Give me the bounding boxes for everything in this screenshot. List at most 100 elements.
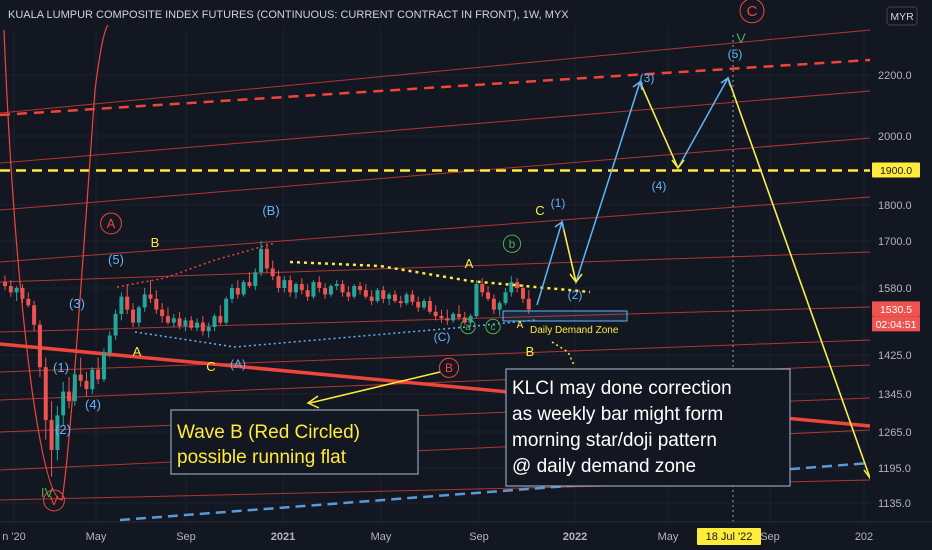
- channel-line-1: [0, 90, 871, 164]
- time-tick-3: 2021: [271, 531, 295, 543]
- candle-body-83: [486, 292, 491, 299]
- candle-body-17: [101, 352, 106, 380]
- arrow-head-up-0: [554, 220, 565, 231]
- candle-body-69: [404, 294, 409, 304]
- time-tick-7: May: [658, 531, 679, 543]
- price-tick-0: 1135.0: [878, 498, 911, 510]
- wave-label-11: (2): [55, 422, 71, 437]
- candle-body-56: [328, 286, 333, 295]
- candle-body-6: [37, 324, 42, 368]
- candle-body-88: [515, 282, 520, 288]
- candle-body-74: [433, 311, 438, 317]
- wave-label-1: V: [736, 30, 746, 46]
- candle-body-12: [72, 374, 77, 402]
- price-badge-bg-1: [872, 301, 920, 317]
- time-tick-1: May: [86, 531, 107, 543]
- candle-body-90: [526, 298, 531, 310]
- wave-label-9: (1): [53, 360, 69, 375]
- price-badge-label-2: 02:04:51: [876, 319, 917, 331]
- wave-label-21: C: [535, 203, 544, 218]
- candle-body-62: [363, 290, 368, 297]
- wave-label-22: (1): [551, 196, 566, 210]
- time-tick-6: 2022: [563, 531, 587, 543]
- klci-callout-line-1: as weekly bar might form: [512, 404, 723, 425]
- blue-dotted-line: [134, 319, 536, 348]
- red-dotted-line: [116, 242, 276, 288]
- wave-label-4: (B): [262, 203, 279, 218]
- candle-body-76: [445, 318, 450, 321]
- wave-label-7: (5): [108, 252, 124, 267]
- klci-callout-line-0: KLCI may done correction: [512, 378, 732, 399]
- wave-circle-18: [485, 318, 501, 335]
- candle-body-27: [160, 309, 165, 317]
- wave-label-20: B: [526, 344, 535, 359]
- candle-body-63: [369, 296, 374, 301]
- candle-body-78: [456, 313, 461, 318]
- demand-zone-box: [502, 310, 628, 322]
- price-tick-2: 1265.0: [878, 427, 912, 439]
- price-tick-4: 1425.0: [878, 350, 912, 362]
- candle-body-75: [439, 316, 444, 319]
- candle-body-37: [218, 316, 223, 323]
- wave-label-12: A: [465, 256, 474, 271]
- chart-title: KUALA LUMPUR COMPOSITE INDEX FUTURES (CO…: [8, 9, 569, 21]
- candle-body-82: [480, 284, 485, 293]
- price-tick-9: 2200.0: [878, 70, 912, 82]
- price-tick-3: 1345.0: [878, 389, 912, 401]
- channel-line-4: [0, 251, 871, 283]
- proj-segment-2: [639, 81, 679, 169]
- currency-label: MYR: [890, 11, 914, 23]
- wave-label-14: (A): [230, 357, 246, 371]
- callouts: Wave B (Red Circled) possible running fla…: [170, 368, 791, 487]
- candles: [3, 241, 531, 477]
- candle-body-23: [136, 307, 141, 323]
- candle-body-39: [229, 288, 234, 299]
- wave-drawings: Daily Demand Zone: [116, 76, 877, 480]
- candle-body-46: [270, 268, 275, 277]
- time-highlight-badge-label: 18 Jul '22: [706, 531, 753, 543]
- wave-label-10: (4): [85, 397, 101, 412]
- callout-arrow-head: [306, 395, 320, 409]
- time-axis-background: [0, 522, 932, 550]
- proj-segment-3: [727, 77, 871, 479]
- candle-body-3: [20, 288, 25, 299]
- wave-label-2: A: [107, 216, 116, 231]
- time-axis[interactable]: n '20 May Sep 2021 May Sep 2022 May Sep 202 18 Jul…: [0, 521, 932, 550]
- upper-dashed-trendline: [0, 58, 871, 117]
- callout-arrow-line: [309, 371, 441, 404]
- wave-circle-3: [438, 357, 460, 378]
- price-tick-8: 2000.0: [878, 131, 912, 143]
- candle-body-48: [282, 280, 287, 288]
- klci-callout-box: [505, 368, 791, 487]
- currency-button[interactable]: MYR: [886, 6, 918, 26]
- candle-body-84: [491, 298, 496, 310]
- channel-line-3: [0, 196, 871, 263]
- candle-body-5: [32, 305, 37, 325]
- candle-body-51: [299, 284, 304, 291]
- candle-body-87: [509, 282, 514, 293]
- price-tick-6: 1700.0: [878, 236, 912, 248]
- arrow-head-up-1: [632, 80, 643, 91]
- candle-body-11: [67, 391, 72, 402]
- candle-body-44: [259, 248, 264, 273]
- candle-body-30: [177, 318, 182, 327]
- wave-b-callout-line-1: possible running flat: [177, 447, 347, 468]
- candle-body-33: [195, 322, 200, 328]
- demand-zone-label: Daily Demand Zone: [530, 325, 619, 336]
- wave-b-callout-box: [170, 409, 419, 475]
- candle-body-73: [427, 300, 432, 312]
- candle-body-18: [107, 335, 112, 353]
- candle-body-20: [119, 296, 124, 314]
- price-axis[interactable]: 21135.01195.01265.01345.01425.01580.0170…: [870, 0, 932, 522]
- candle-body-54: [317, 282, 322, 288]
- candle-body-10: [61, 391, 66, 416]
- candle-body-40: [235, 288, 240, 295]
- candle-body-89: [520, 288, 525, 299]
- candle-body-22: [131, 309, 136, 323]
- candle-body-58: [340, 284, 345, 293]
- candle-body-72: [422, 300, 427, 308]
- candle-body-57: [334, 284, 339, 287]
- time-tick-4: May: [371, 531, 392, 543]
